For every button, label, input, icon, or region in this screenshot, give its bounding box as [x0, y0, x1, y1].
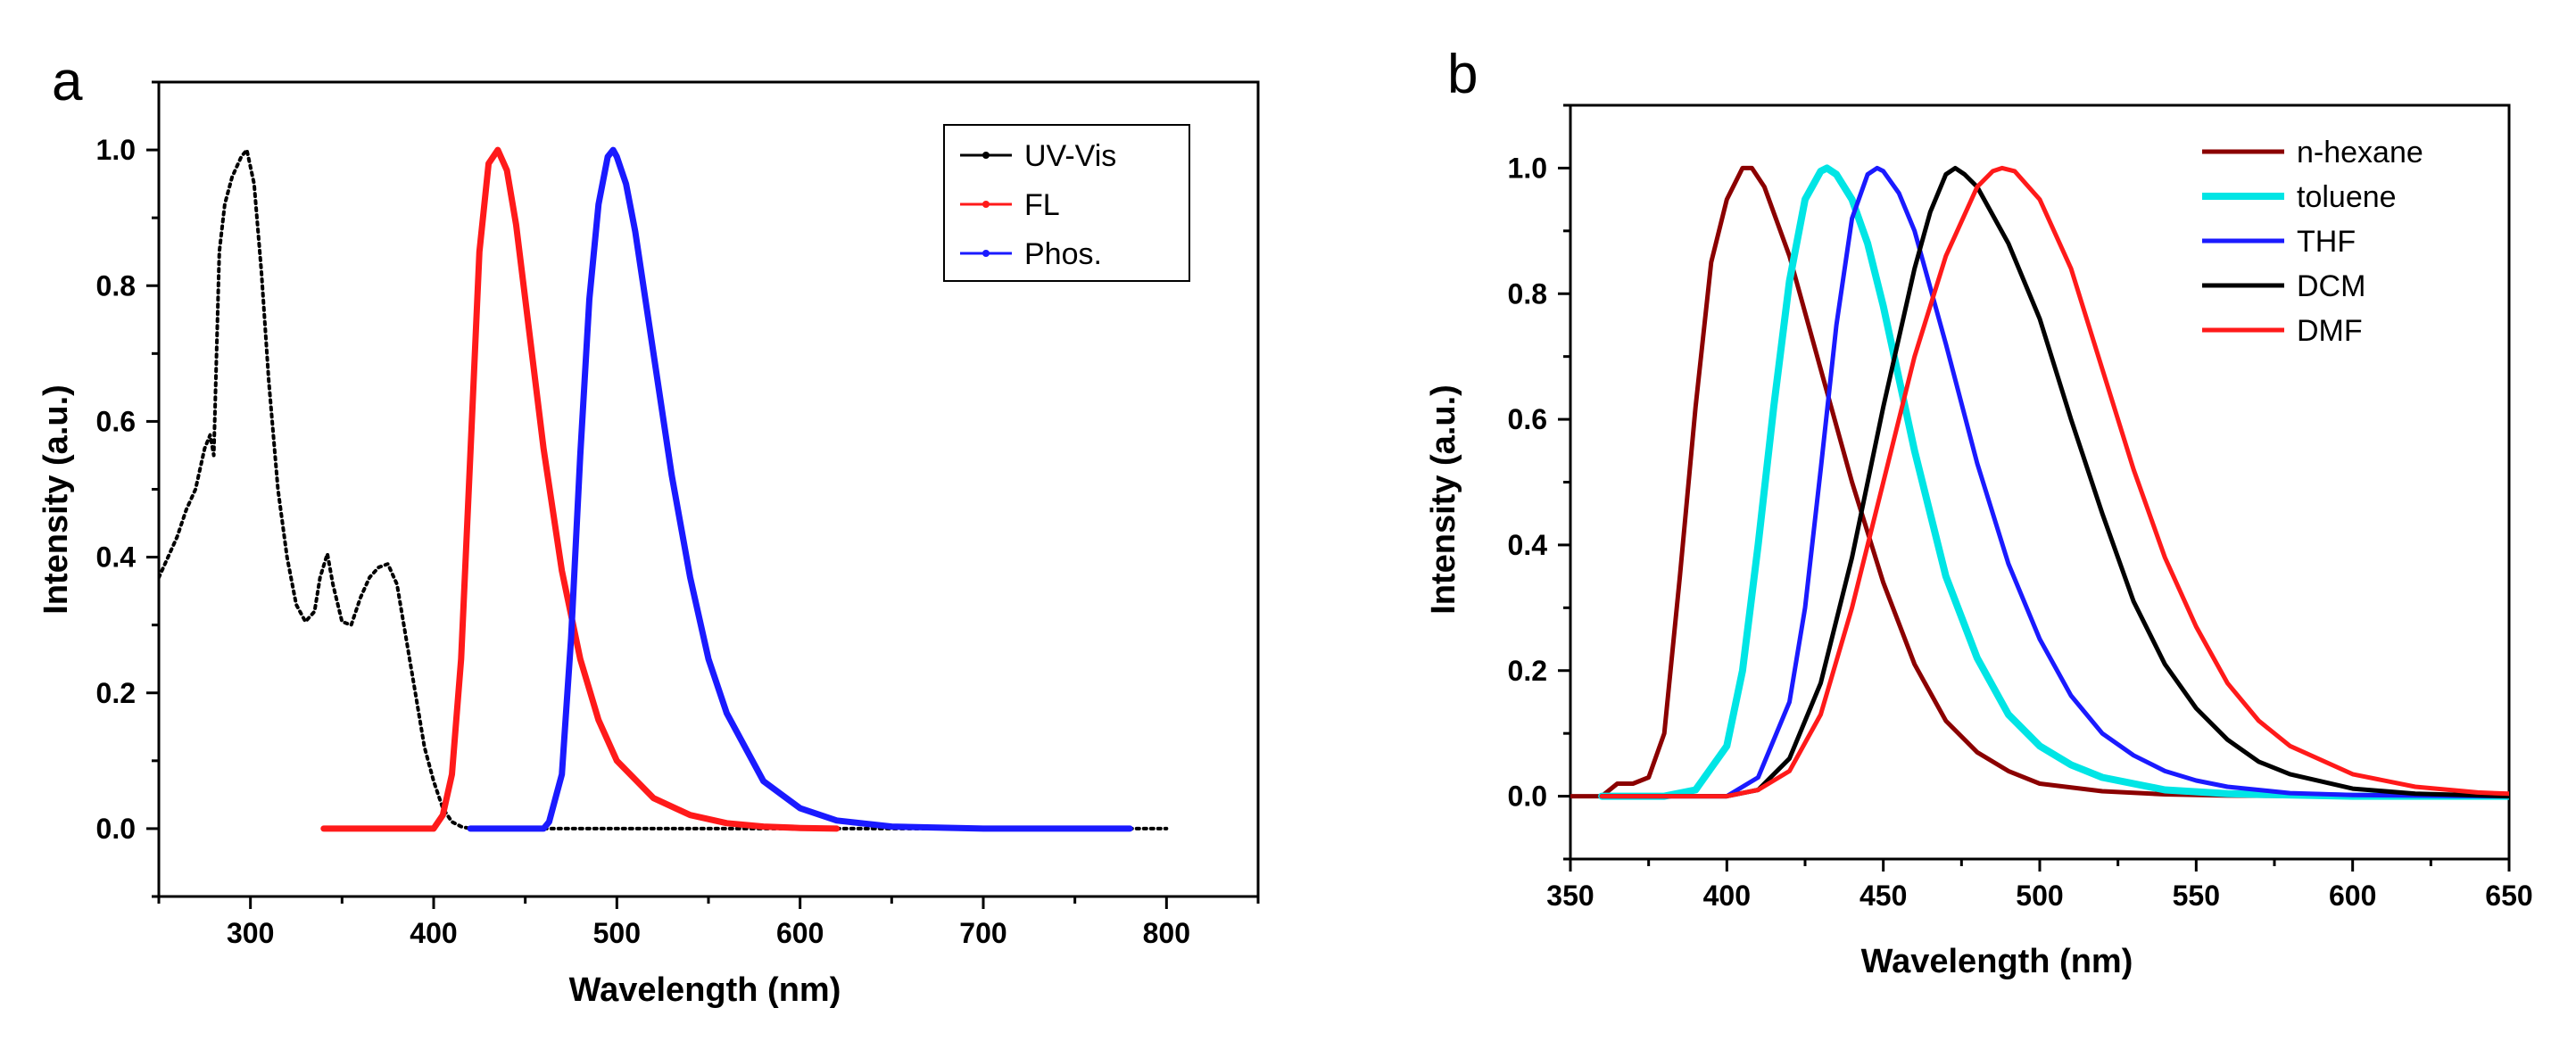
- x-tick-label: 800: [1143, 917, 1190, 949]
- panel-a-y-axis-title: Intensity (a.u.): [37, 384, 75, 615]
- series-line-n-hexane: [1570, 165, 2509, 799]
- series-line-fl: [320, 146, 841, 832]
- series-line-dcm: [1599, 165, 2509, 799]
- series-line-phos-: [467, 146, 1133, 832]
- legend-marker: [982, 201, 990, 208]
- x-tick-label: 450: [1860, 880, 1907, 912]
- y-tick-label: 0.2: [1508, 655, 1547, 687]
- panel-b-y-axis-title: Intensity (a.u.): [1425, 384, 1462, 615]
- y-tick-label: 0.4: [1508, 529, 1548, 561]
- legend-label: UV-Vis: [1024, 139, 1116, 173]
- series-line-thf: [1599, 165, 2509, 799]
- legend-label: THF: [2297, 225, 2356, 259]
- panel-b-plot-area: 350 400 450 500 550 600 650 0.0 0.2 0.4 0.6 0.8 1.0: [1508, 103, 2533, 912]
- legend-label: toluene: [2297, 180, 2397, 214]
- y-tick-label: 0.0: [1508, 781, 1547, 813]
- legend-label: DMF: [2297, 314, 2363, 348]
- legend-label: FL: [1024, 188, 1060, 222]
- series-line-toluene: [1598, 164, 2509, 800]
- panel-a-x-axis-title: Wavelength (nm): [569, 971, 841, 1009]
- x-tick-label: 400: [410, 917, 457, 949]
- panel-a-letter: a: [52, 51, 83, 112]
- panel-a: a 300 400 500 600 700 800 0.0 0.2 0.4 0.6 0.8 1.0 W…: [37, 51, 1260, 1009]
- x-tick-label: 550: [2173, 880, 2220, 912]
- y-tick-label: 0.8: [96, 269, 136, 302]
- x-tick-label: 400: [1703, 880, 1751, 912]
- legend-label: n-hexane: [2297, 136, 2423, 169]
- x-tick-label: 500: [593, 917, 641, 949]
- legend-marker: [982, 250, 990, 257]
- y-tick-label: 1.0: [96, 134, 136, 166]
- y-tick-label: 0.2: [96, 677, 136, 709]
- panel-b: b 350 400 450 500 550 600 650 0.0 0.2 0.4 0.6 0.8 1.…: [1425, 44, 2533, 980]
- y-tick-label: 0.4: [96, 541, 137, 574]
- legend-label: DCM: [2297, 269, 2365, 303]
- panel-a-legend: UV-Vis FL Phos.: [943, 124, 1190, 282]
- x-tick-label: 650: [2485, 880, 2532, 912]
- y-tick-label: 0.0: [96, 813, 136, 845]
- panel-b-letter: b: [1447, 44, 1478, 105]
- y-tick-label: 1.0: [1508, 152, 1547, 184]
- y-tick-label: 0.8: [1508, 277, 1547, 310]
- x-tick-label: 700: [959, 917, 1006, 949]
- x-tick-label: 300: [227, 917, 274, 949]
- panel-b-x-axis-title: Wavelength (nm): [1861, 943, 2133, 980]
- legend-marker: [982, 152, 990, 159]
- y-tick-label: 0.6: [96, 405, 136, 437]
- series-line-dmf: [1599, 165, 2509, 799]
- legend-label: Phos.: [1024, 237, 1102, 271]
- x-tick-label: 500: [2016, 880, 2063, 912]
- x-tick-label: 350: [1546, 880, 1594, 912]
- x-tick-label: 600: [2329, 880, 2376, 912]
- panel-b-legend: n-hexane toluene THF DCM DMF: [2202, 136, 2423, 348]
- panel-a-plot-area: 300 400 500 600 700 800 0.0 0.2 0.4 0.6 0.8 1.0: [96, 80, 1260, 949]
- x-tick-label: 600: [776, 917, 824, 949]
- y-tick-label: 0.6: [1508, 403, 1547, 435]
